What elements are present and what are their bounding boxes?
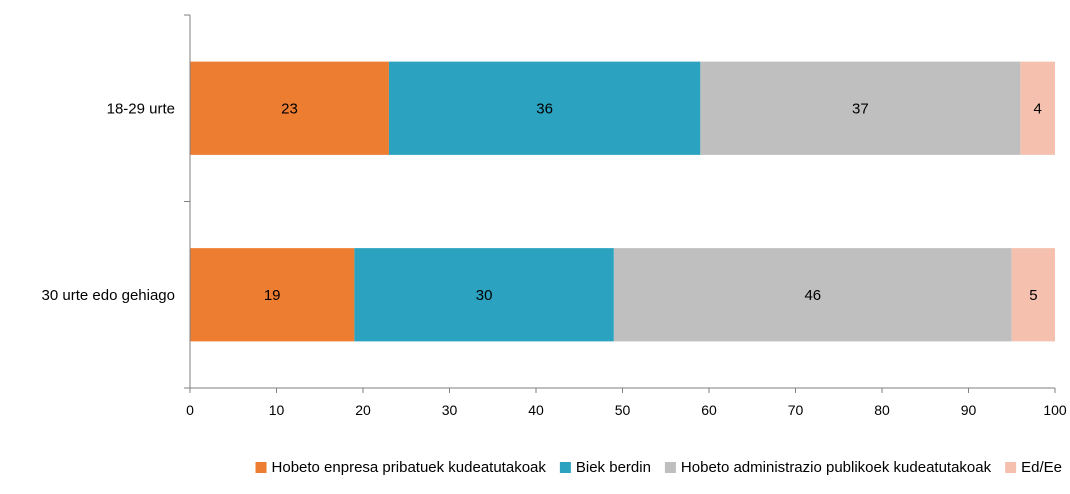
bars-group <box>190 61 1055 342</box>
x-tick-label-10: 100 <box>1043 402 1067 418</box>
labels-group: 23 36 37 4 18-29 urte 19 30 46 5 30 urte edo gehi… <box>42 100 1042 304</box>
x-tick-label-6: 60 <box>701 402 717 418</box>
axes-group: 0 10 20 30 40 50 60 70 80 90 100 <box>184 14 1067 418</box>
bar-segment-1-3 <box>1011 248 1055 342</box>
legend-label-1: Biek berdin <box>576 459 651 476</box>
x-tick-label-9: 90 <box>961 402 977 418</box>
x-tick-label-8: 80 <box>874 402 890 418</box>
data-label-0-3: 4 <box>1034 100 1042 117</box>
bar-segment-1-0 <box>190 248 355 342</box>
legend: Hobeto enpresa pribatuek kudeatutakoak Bi… <box>255 459 1062 476</box>
x-tick-label-0: 0 <box>186 402 194 418</box>
data-label-0-1: 36 <box>536 100 553 117</box>
data-label-0-2: 37 <box>852 100 869 117</box>
bar-segment-0-3 <box>1020 61 1055 155</box>
data-label-1-3: 5 <box>1029 287 1037 304</box>
legend-item-3: Ed/Ee <box>1005 459 1062 476</box>
legend-swatch-0 <box>255 462 267 473</box>
bar-segment-0-1 <box>388 61 701 155</box>
legend-label-2: Hobeto administrazio publikoek kudeatuta… <box>681 459 992 476</box>
legend-swatch-3 <box>1005 462 1017 473</box>
data-label-1-2: 46 <box>804 287 821 304</box>
legend-swatch-2 <box>664 462 676 473</box>
legend-swatch-1 <box>559 462 571 473</box>
bar-segment-1-1 <box>354 248 614 342</box>
legend-item-0: Hobeto enpresa pribatuek kudeatutakoak <box>255 459 547 476</box>
x-tick-label-7: 70 <box>788 402 804 418</box>
x-tick-label-5: 50 <box>615 402 631 418</box>
legend-item-2: Hobeto administrazio publikoek kudeatuta… <box>664 459 992 476</box>
legend-item-1: Biek berdin <box>559 459 651 476</box>
x-tick-label-1: 10 <box>269 402 285 418</box>
x-tick-label-2: 20 <box>355 402 371 418</box>
data-label-0-0: 23 <box>281 100 298 117</box>
bar-segment-0-2 <box>700 61 1021 155</box>
data-label-1-0: 19 <box>264 287 281 304</box>
x-tick-label-3: 30 <box>442 402 458 418</box>
data-label-1-1: 30 <box>476 287 493 304</box>
bar-segment-0-0 <box>190 61 389 155</box>
category-label-1: 30 urte edo gehiago <box>42 287 175 304</box>
legend-label-0: Hobeto enpresa pribatuek kudeatutakoak <box>272 459 547 476</box>
bar-segment-1-2 <box>613 248 1012 342</box>
category-label-0: 18-29 urte <box>107 100 175 117</box>
x-tick-label-4: 40 <box>528 402 544 418</box>
legend-label-3: Ed/Ee <box>1021 459 1062 476</box>
